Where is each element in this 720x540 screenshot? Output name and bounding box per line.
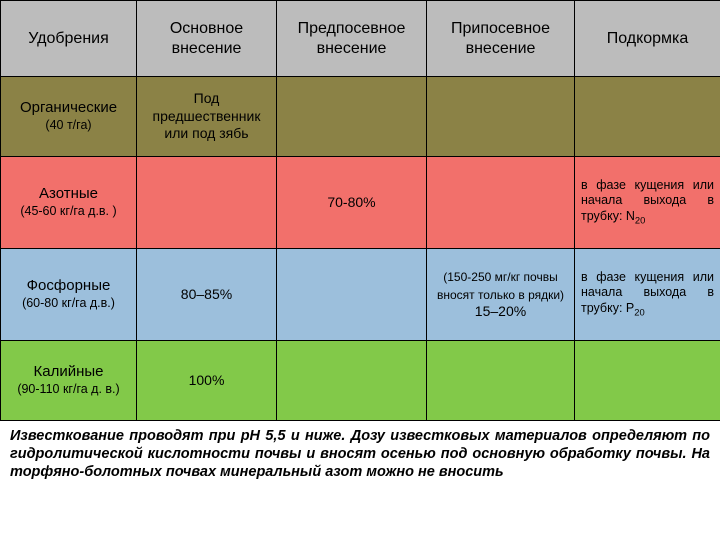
cell-potassium-4: [575, 341, 720, 421]
cell-potassium-0: Калийные(90-110 кг/га д. в.): [1, 341, 137, 421]
table-row-organic: Органические(40 т/га)Под предшественник …: [1, 77, 720, 157]
cell-potassium-2: [277, 341, 427, 421]
table-row-potassium: Калийные(90-110 кг/га д. в.)100%: [1, 341, 720, 421]
cell-phosphor-1: 80–85%: [137, 249, 277, 341]
table-body: Органические(40 т/га)Под предшественник …: [1, 77, 720, 421]
table-row-phosphor: Фосфорные(60-80 кг/га д.в.)80–85% (150-25…: [1, 249, 720, 341]
cell-organic-3: [427, 77, 575, 157]
col-header-3: Припосевное внесение: [427, 1, 575, 77]
col-header-0: Удобрения: [1, 1, 137, 77]
cell-phosphor-4: в фазе кущения или начала выхода в трубк…: [575, 249, 720, 341]
fertilizer-table: УдобренияОсновное внесениеПредпосевное в…: [0, 0, 720, 421]
cell-phosphor-0: Фосфорные(60-80 кг/га д.в.): [1, 249, 137, 341]
cell-organic-0: Органические(40 т/га): [1, 77, 137, 157]
table-header-row: УдобренияОсновное внесениеПредпосевное в…: [1, 1, 720, 77]
col-header-2: Предпосевное внесение: [277, 1, 427, 77]
cell-organic-4: [575, 77, 720, 157]
col-header-4: Подкормка: [575, 1, 720, 77]
cell-nitrogen-3: [427, 157, 575, 249]
cell-organic-2: [277, 77, 427, 157]
cell-potassium-1: 100%: [137, 341, 277, 421]
cell-phosphor-2: [277, 249, 427, 341]
footnote: Известкование проводят при pH 5,5 и ниже…: [0, 421, 720, 481]
cell-potassium-3: [427, 341, 575, 421]
cell-nitrogen-0: Азотные(45-60 кг/га д.в. ): [1, 157, 137, 249]
table-row-nitrogen: Азотные(45-60 кг/га д.в. ) 70-80% в фазе к…: [1, 157, 720, 249]
cell-phosphor-3: (150-250 мг/кг почвы вносят только в ряд…: [427, 249, 575, 341]
cell-nitrogen-2: 70-80%: [277, 157, 427, 249]
cell-nitrogen-1: [137, 157, 277, 249]
cell-nitrogen-4: в фазе кущения или начала выхода в трубк…: [575, 157, 720, 249]
cell-organic-1: Под предшественник или под зябь: [137, 77, 277, 157]
col-header-1: Основное внесение: [137, 1, 277, 77]
